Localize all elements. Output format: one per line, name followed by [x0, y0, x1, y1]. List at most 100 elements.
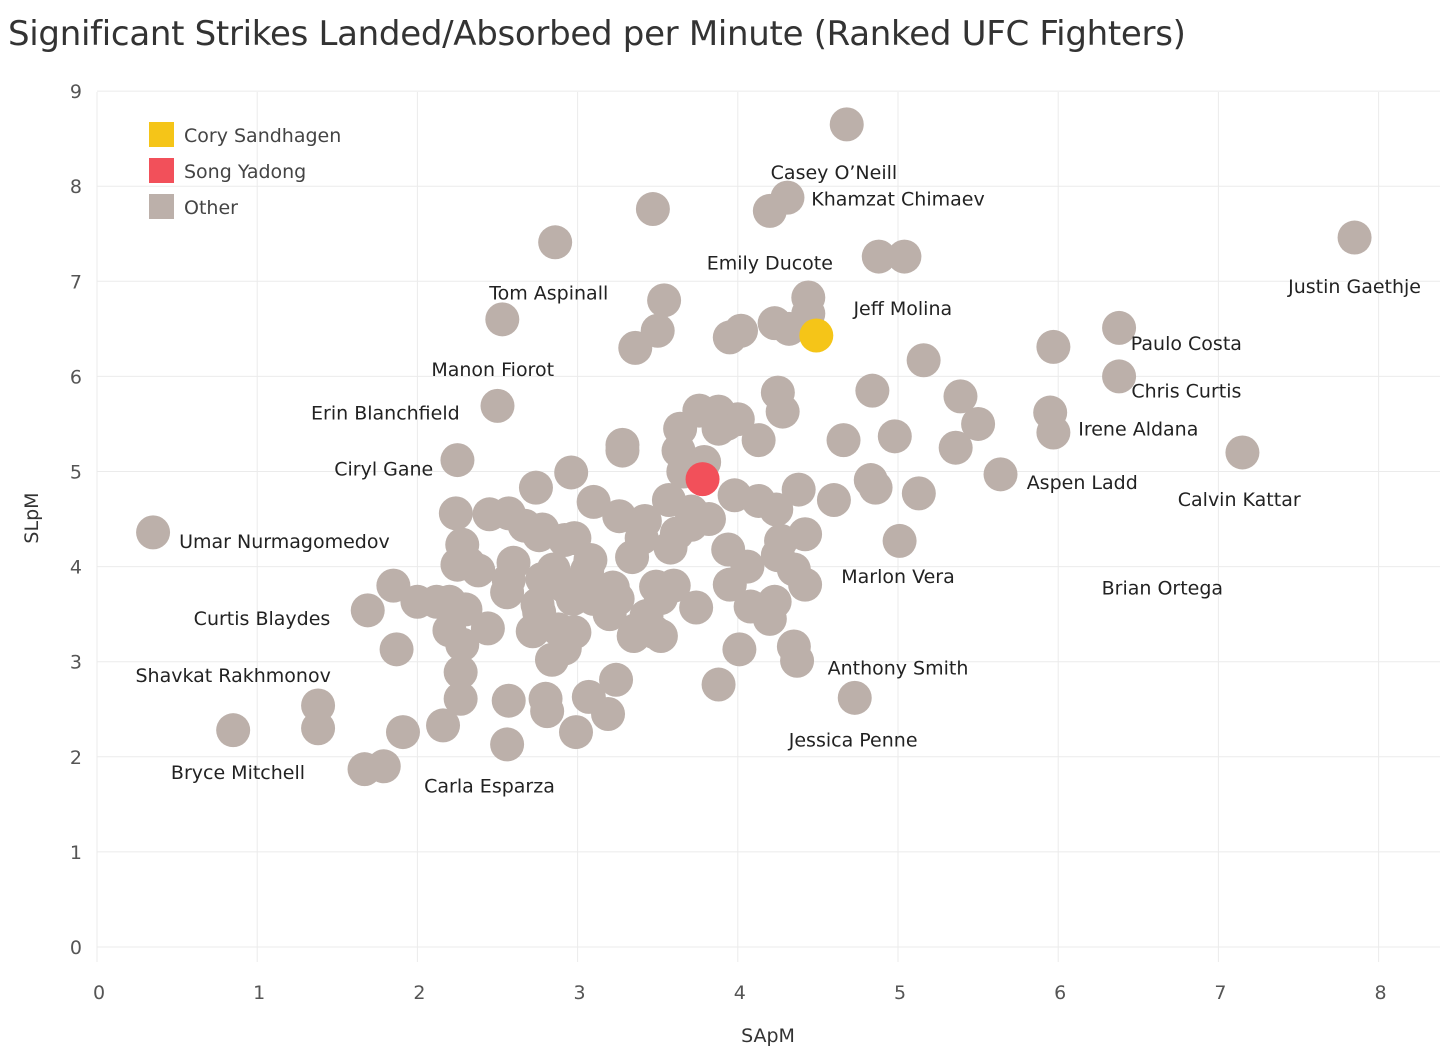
fighter-label: Calvin Kattar [1178, 489, 1301, 511]
data-point[interactable] [618, 330, 653, 365]
data-point[interactable] [837, 680, 872, 715]
data-point[interactable] [816, 483, 851, 518]
data-point[interactable] [576, 484, 611, 519]
data-point[interactable] [772, 311, 807, 346]
data-point[interactable] [534, 642, 569, 677]
y-tick-label: 4 [70, 557, 82, 579]
data-point[interactable] [901, 476, 936, 511]
data-point[interactable] [653, 530, 688, 565]
data-point[interactable] [490, 575, 525, 610]
data-point[interactable] [788, 567, 823, 602]
data-point[interactable] [530, 694, 565, 729]
data-point[interactable] [443, 655, 478, 690]
data-point[interactable] [602, 499, 637, 534]
data-point[interactable] [438, 496, 473, 531]
data-point[interactable] [752, 193, 787, 228]
data-point[interactable] [701, 411, 736, 446]
x-axis-title: SApM [741, 1025, 795, 1047]
data-point[interactable] [961, 406, 996, 441]
data-point[interactable] [440, 443, 475, 478]
data-point[interactable] [1036, 329, 1071, 364]
data-point[interactable] [480, 388, 515, 423]
fighter-label: Paulo Costa [1131, 333, 1242, 355]
fighter-label: Jeff Molina [852, 298, 952, 320]
data-point[interactable] [490, 727, 525, 762]
fighter-label: Tom Aspinall [488, 283, 608, 305]
data-point[interactable] [1102, 359, 1137, 394]
fighter-label: Manon Fiorot [431, 359, 554, 381]
data-point[interactable] [887, 239, 922, 274]
data-point[interactable] [522, 518, 557, 553]
data-point[interactable] [882, 523, 917, 558]
data-point[interactable] [826, 423, 861, 458]
data-point[interactable] [647, 283, 682, 318]
data-point[interactable] [385, 715, 420, 750]
data-point-song[interactable] [685, 462, 720, 497]
data-point[interactable] [752, 601, 787, 636]
data-point[interactable] [216, 713, 251, 748]
data-point[interactable] [1337, 220, 1372, 255]
data-point[interactable] [558, 715, 593, 750]
x-tick-label: 3 [574, 982, 586, 1004]
data-point[interactable] [741, 423, 776, 458]
data-point[interactable] [877, 419, 912, 454]
data-point[interactable] [858, 470, 893, 505]
data-point[interactable] [861, 239, 896, 274]
data-point[interactable] [780, 643, 815, 678]
data-point[interactable] [1036, 415, 1071, 450]
data-point[interactable] [722, 632, 757, 667]
data-point[interactable] [983, 457, 1018, 492]
data-point[interactable] [906, 343, 941, 378]
data-point[interactable] [379, 632, 414, 667]
data-point[interactable] [759, 492, 794, 527]
data-point-cory[interactable] [799, 318, 834, 353]
data-point[interactable] [491, 683, 526, 718]
data-point[interactable] [599, 662, 634, 697]
data-point[interactable] [538, 225, 573, 260]
data-point[interactable] [679, 590, 714, 625]
data-point[interactable] [943, 379, 978, 414]
data-point[interactable] [1225, 435, 1260, 470]
legend-label-cory: Cory Sandhagen [184, 125, 341, 147]
axis-ticks: 0 1 2 3 4 5 6 7 8 0 1 2 3 4 5 6 7 8 9 [70, 81, 1387, 1004]
y-tick-label: 6 [70, 366, 82, 388]
data-point[interactable] [701, 667, 736, 702]
x-tick-label: 5 [894, 982, 906, 1004]
data-point[interactable] [643, 619, 678, 654]
data-point[interactable] [376, 568, 411, 603]
data-point[interactable] [724, 313, 759, 348]
data-point[interactable] [136, 515, 171, 550]
fighter-label: Khamzat Chimaev [811, 189, 984, 211]
data-point[interactable] [765, 394, 800, 429]
data-point[interactable] [426, 708, 461, 743]
data-point[interactable] [461, 553, 496, 588]
data-point[interactable] [301, 711, 336, 746]
data-point[interactable] [712, 567, 747, 602]
data-point[interactable] [350, 593, 385, 628]
data-point[interactable] [554, 455, 589, 490]
legend-label-other: Other [184, 197, 238, 219]
data-point[interactable] [443, 681, 478, 716]
data-point[interactable] [366, 749, 401, 784]
y-axis-title: SLpM [21, 492, 43, 543]
data-points [136, 107, 1372, 787]
data-point[interactable] [470, 611, 505, 646]
data-point[interactable] [485, 302, 520, 337]
data-point[interactable] [445, 627, 480, 662]
data-point[interactable] [615, 540, 650, 575]
data-point[interactable] [515, 614, 550, 649]
fighter-label: Irene Aldana [1078, 419, 1198, 441]
data-point[interactable] [635, 192, 670, 227]
fighter-label: Brian Ortega [1102, 578, 1223, 600]
data-point[interactable] [855, 373, 890, 408]
fighter-label: Justin Gaethje [1287, 276, 1421, 298]
data-point[interactable] [605, 433, 640, 468]
data-point[interactable] [781, 472, 816, 507]
data-point[interactable] [938, 430, 973, 465]
data-point[interactable] [1102, 310, 1137, 345]
data-point[interactable] [616, 619, 651, 654]
data-point[interactable] [829, 107, 864, 142]
data-point[interactable] [518, 470, 553, 505]
data-point[interactable] [592, 597, 627, 632]
data-point[interactable] [591, 697, 626, 732]
